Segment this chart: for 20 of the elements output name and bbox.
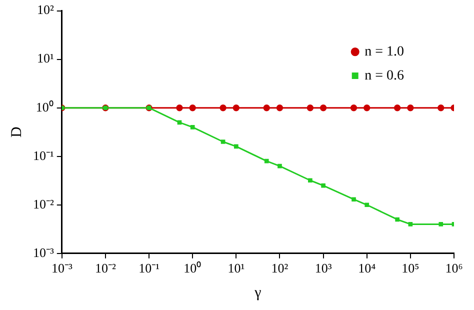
y-tick-label: 10⁻²: [32, 196, 54, 212]
x-tick-label: 10⁻³: [51, 260, 72, 276]
x-tick-label: 10¹: [228, 260, 245, 276]
x-tick-label: 10⁶: [445, 260, 463, 276]
x-tick-label: 10²: [271, 260, 288, 276]
x-tick-label: 10⁵: [402, 260, 420, 276]
legend-label: n = 1.0: [364, 44, 404, 60]
x-tick-label: 10⁴: [358, 260, 376, 276]
y-tick-label: 10⁰: [36, 99, 54, 114]
x-axis-title: γ: [254, 284, 262, 301]
y-tick-label: 10⁻³: [32, 244, 54, 260]
legend-label: n = 0.6: [364, 68, 404, 84]
y-tick-label: 10¹: [36, 50, 54, 66]
y-axis-title: D: [8, 126, 25, 138]
x-tick-label: 10⁰: [184, 260, 202, 276]
y-tick-label: 10²: [36, 2, 54, 18]
x-tick-label: 10⁻²: [95, 260, 116, 276]
y-tick-label: 10⁻¹: [32, 148, 54, 163]
x-tick-label: 10⁻¹: [138, 260, 160, 276]
x-tick-label: 10³: [314, 260, 332, 276]
